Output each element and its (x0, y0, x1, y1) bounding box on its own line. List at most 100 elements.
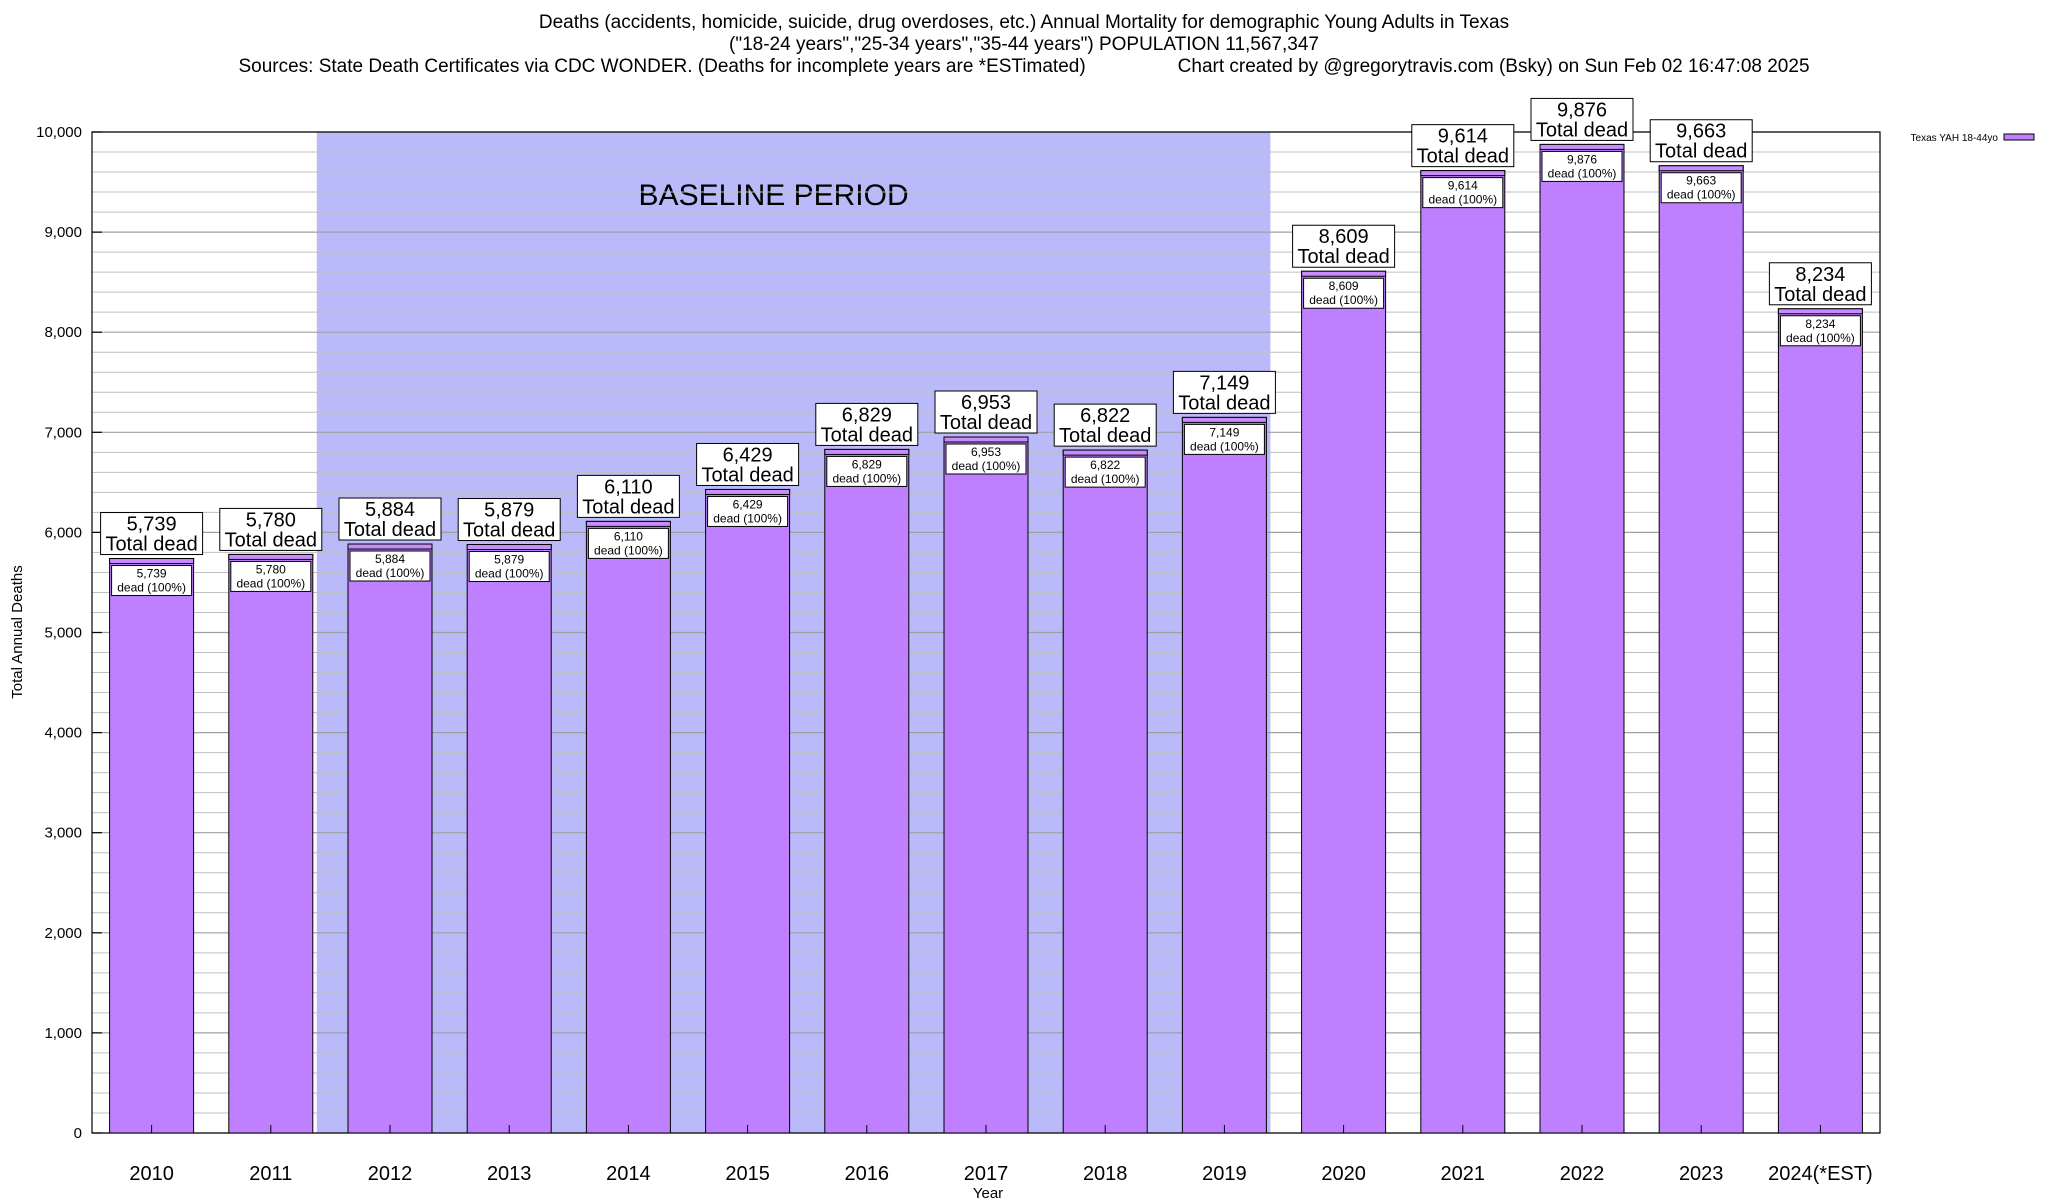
bar (347, 543, 433, 1134)
bar-cap (1301, 270, 1387, 277)
bar-total-value: 6,822 (1080, 405, 1130, 427)
bar-total-caption: Total dead (940, 412, 1032, 434)
bar-total-caption: Total dead (1774, 284, 1866, 306)
bar-cap (824, 448, 910, 455)
bar-inner-value: 8,609 (1329, 279, 1359, 293)
x-tick-label: 2022 (1560, 1163, 1605, 1185)
chart-subtitle: ("18-24 years","25-34 years","35-44 year… (729, 34, 1319, 55)
y-axis-label: Total Annual Deaths (9, 565, 26, 698)
bar-inner-label-box (826, 455, 908, 487)
bar-inner-label-box (1541, 150, 1623, 182)
legend-swatch (2003, 133, 2035, 141)
bar-total-value: 9,663 (1676, 121, 1726, 143)
bar-total-value: 6,953 (961, 392, 1011, 414)
bar (1658, 165, 1744, 1134)
bar-inner-percent: dead (100%) (356, 566, 425, 580)
bar-inner-value: 9,663 (1686, 174, 1716, 188)
y-tick-label: 5,000 (44, 625, 82, 642)
bar-cap (1539, 143, 1625, 150)
bar-inner-label-box (1660, 172, 1742, 204)
bar-total-label-box (1649, 119, 1753, 163)
bar-inner-label-box (1779, 315, 1861, 347)
bar-inner-percent: dead (100%) (594, 543, 663, 557)
bar (1181, 416, 1267, 1134)
bar-inner-percent: dead (100%) (117, 581, 186, 595)
x-tick-label: 2011 (249, 1163, 292, 1185)
bar-inner-percent: dead (100%) (1548, 166, 1617, 180)
bar-inner-percent: dead (100%) (1428, 193, 1497, 207)
bar-total-caption: Total dead (463, 520, 555, 542)
bar-inner-percent: dead (100%) (1786, 331, 1855, 345)
bar-cap (1658, 165, 1744, 172)
bar-cap (228, 553, 314, 560)
chart-source-line: Sources: State Death Certificates via CD… (0, 56, 2048, 78)
bar-total-value: 5,879 (484, 500, 534, 522)
bar-inner-percent: dead (100%) (713, 511, 782, 525)
bar-total-value: 7,149 (1199, 372, 1249, 394)
bar-total-caption: Total dead (1178, 392, 1270, 414)
bar-cap (466, 544, 552, 551)
bar-total-label-box (219, 507, 323, 551)
bar-inner-value: 5,739 (137, 567, 167, 581)
bar-inner-percent: dead (100%) (236, 576, 305, 590)
bar-inner-value: 6,829 (852, 457, 882, 471)
bar (1301, 270, 1387, 1134)
bar-total-label-box (696, 442, 800, 486)
bar (1777, 308, 1863, 1134)
bar-inner-percent: dead (100%) (1667, 188, 1736, 202)
bar-total-value: 5,780 (246, 509, 296, 531)
bar-total-caption: Total dead (1297, 246, 1389, 268)
bar-total-caption: Total dead (1536, 119, 1628, 141)
chart-sources: Sources: State Death Certificates via CD… (238, 56, 1086, 77)
bar (1420, 170, 1506, 1134)
chart-title-block: Deaths (accidents, homicide, suicide, dr… (0, 12, 2048, 78)
bar (705, 488, 791, 1134)
x-tick-label: 2016 (845, 1163, 890, 1185)
x-tick-label: 2017 (964, 1163, 1009, 1185)
bar-total-label-box (934, 390, 1038, 434)
x-tick-label: 2019 (1202, 1163, 1247, 1185)
bar-cap (347, 543, 433, 550)
bar-total-value: 9,876 (1557, 99, 1607, 121)
bar-total-label-box (457, 498, 561, 542)
x-axis-label: Year (973, 1185, 1003, 1200)
bar-inner-label-box (1303, 277, 1385, 309)
bar-total-value: 5,739 (127, 514, 177, 536)
y-tick-label: 1,000 (44, 1025, 82, 1042)
bar-total-label-box (1053, 403, 1157, 447)
bar-inner-label-box (1183, 423, 1265, 455)
x-tick-label: 2021 (1441, 1163, 1486, 1185)
bar-inner-label-box (1064, 456, 1146, 488)
bar-inner-value: 5,884 (375, 552, 405, 566)
y-tick-label: 2,000 (44, 925, 82, 942)
bar-cap (109, 558, 195, 565)
bar (585, 520, 671, 1134)
bar (109, 558, 195, 1134)
bar-total-value: 6,110 (604, 476, 653, 498)
y-tick-label: 4,000 (44, 725, 82, 742)
bar (1539, 143, 1625, 1134)
y-tick-label: 7,000 (44, 424, 82, 441)
bar-inner-value: 6,429 (733, 497, 763, 511)
bar-inner-value: 6,822 (1090, 458, 1120, 472)
x-tick-label: 2020 (1321, 1163, 1366, 1185)
x-tick-label: 2018 (1083, 1163, 1128, 1185)
baseline-label: BASELINE PERIOD (639, 179, 909, 212)
bar-inner-value: 8,234 (1805, 317, 1835, 331)
legend-label: Texas YAH 18-44yo (1911, 133, 1999, 144)
x-tick-label: 2010 (129, 1163, 174, 1185)
bar-total-caption: Total dead (1655, 141, 1747, 163)
bar (466, 544, 552, 1134)
x-tick-label: 2024(*EST) (1768, 1163, 1873, 1185)
bar-total-label-box (815, 402, 919, 446)
bar-inner-value: 5,780 (256, 562, 286, 576)
bar-total-caption: Total dead (344, 519, 436, 541)
bar-cap (1062, 449, 1148, 456)
bar-cap (1777, 308, 1863, 315)
bar-inner-percent: dead (100%) (1071, 472, 1140, 486)
x-tick-label: 2012 (368, 1163, 413, 1185)
bar-inner-value: 6,953 (971, 445, 1001, 459)
bar-cap (1181, 416, 1267, 423)
bar-total-label-box (1530, 97, 1634, 141)
